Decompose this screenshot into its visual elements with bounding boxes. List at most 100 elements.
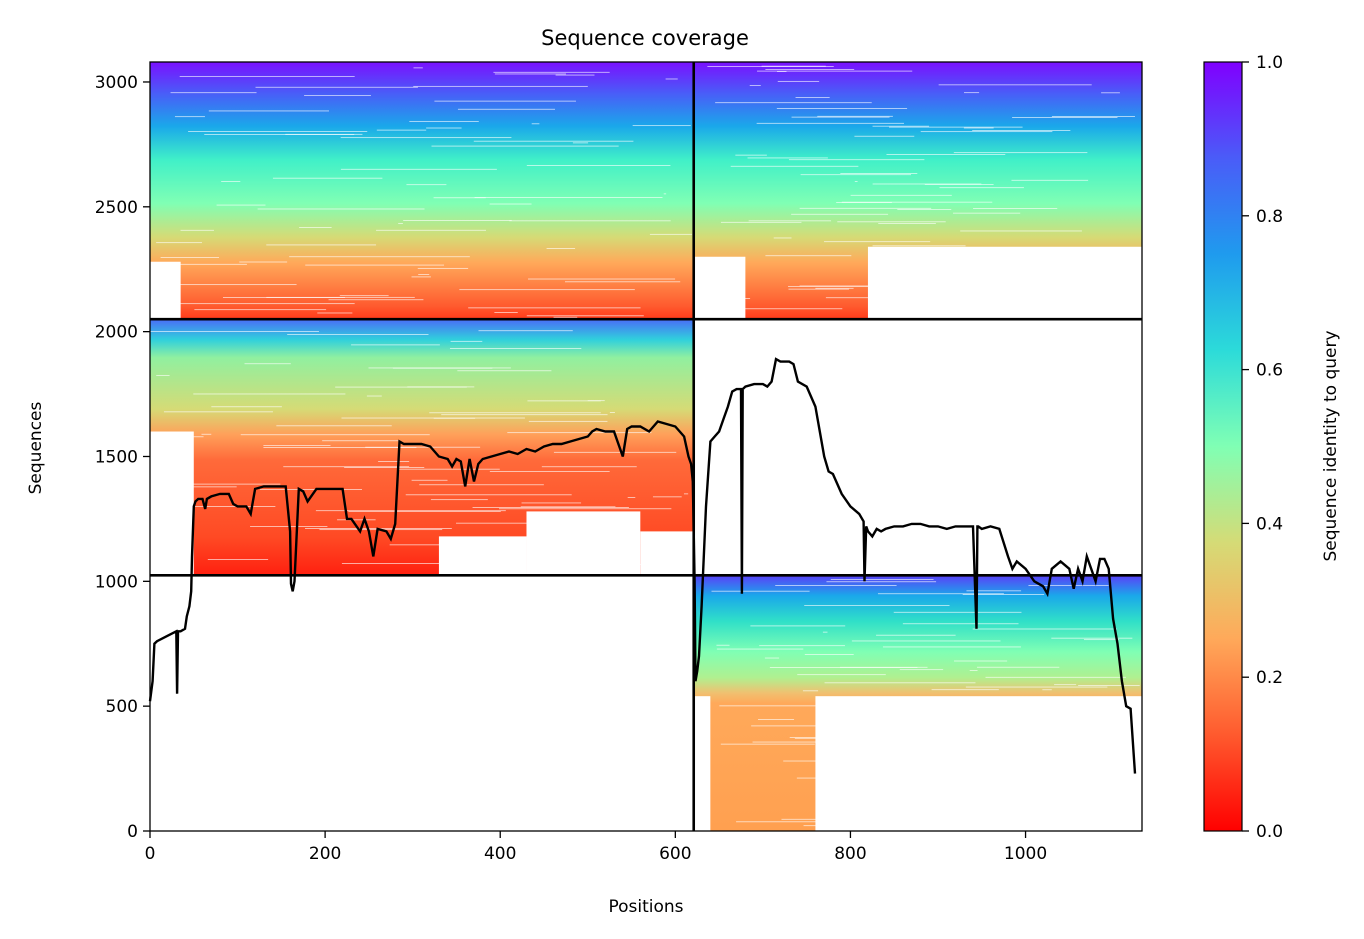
coverage-gap bbox=[179, 76, 355, 77]
colorbar-ticks: 0.0 0.2 0.4 0.6 0.8 1.0 bbox=[1242, 53, 1283, 842]
coverage-gap bbox=[777, 80, 820, 82]
uncovered-region bbox=[693, 319, 1142, 576]
coverage-gap bbox=[1028, 584, 1109, 586]
coverage-gap bbox=[553, 316, 578, 318]
uncovered-region bbox=[693, 696, 711, 831]
coverage-gap bbox=[180, 229, 214, 231]
coverage-gap bbox=[735, 154, 767, 156]
coverage-gap bbox=[791, 213, 889, 215]
coverage-gap bbox=[150, 331, 319, 332]
coverage-gap bbox=[1012, 117, 1118, 118]
coverage-gap bbox=[429, 412, 601, 414]
coverage-gap bbox=[747, 157, 828, 159]
coverage-gap bbox=[441, 414, 608, 416]
coverage-gap bbox=[854, 135, 915, 137]
uncovered-region bbox=[867, 246, 1142, 320]
coverage-gap bbox=[457, 108, 555, 110]
coverage-gap bbox=[411, 276, 431, 278]
coverage-gap bbox=[431, 145, 619, 147]
coverage-gap bbox=[920, 131, 1053, 133]
coverage-gap bbox=[426, 127, 462, 129]
coverage-gap bbox=[434, 100, 576, 102]
coverage-gap bbox=[750, 625, 846, 627]
uncovered-region bbox=[640, 531, 694, 576]
coverage-gap bbox=[966, 590, 1022, 592]
y-tick-label: 2500 bbox=[95, 198, 138, 218]
y-tick-label: 1000 bbox=[95, 572, 138, 592]
coverage-gap bbox=[572, 142, 589, 144]
coverage-gap bbox=[972, 130, 1071, 131]
uncovered-region bbox=[526, 511, 641, 576]
coverage-gap bbox=[405, 494, 572, 496]
coverage-gap bbox=[902, 623, 1019, 625]
x-tick-label: 600 bbox=[659, 844, 691, 864]
coverage-gap bbox=[841, 201, 993, 203]
coverage-gap bbox=[478, 330, 573, 332]
coverage-gap bbox=[418, 274, 430, 275]
coverage-gap bbox=[840, 173, 918, 174]
coverage-gap bbox=[741, 308, 843, 310]
coverage-gap bbox=[788, 159, 925, 161]
coverage-gap bbox=[765, 69, 855, 70]
y-axis: 0 500 1000 1500 2000 2500 3000 bbox=[95, 73, 150, 842]
coverage-gap bbox=[489, 203, 532, 205]
uncovered-region bbox=[150, 575, 694, 831]
coverage-gap bbox=[973, 208, 1058, 209]
coverage-gap bbox=[322, 440, 400, 442]
coverage-gap bbox=[188, 131, 368, 132]
coverage-gap bbox=[266, 296, 415, 298]
coverage-gap bbox=[683, 493, 689, 495]
coverage-gap bbox=[259, 489, 362, 490]
coverage-gap bbox=[173, 506, 276, 507]
coverage-gap bbox=[965, 686, 1108, 688]
coverage-gap bbox=[459, 289, 635, 291]
y-tick-label: 0 bbox=[127, 822, 138, 842]
coverage-gap bbox=[924, 184, 994, 185]
coverage-gap bbox=[194, 309, 327, 311]
coverage-gap bbox=[799, 207, 932, 209]
y-tick-label: 1500 bbox=[95, 447, 138, 467]
coverage-gap bbox=[166, 486, 237, 488]
coverage-gap bbox=[632, 125, 691, 127]
coverage-gap bbox=[175, 284, 297, 286]
coverage-gap bbox=[186, 483, 281, 485]
coverage-gap bbox=[824, 682, 976, 684]
coverage-gap bbox=[1051, 637, 1133, 639]
coverage-gap bbox=[156, 374, 170, 376]
uncovered-region bbox=[150, 261, 181, 320]
coverage-gap bbox=[795, 97, 830, 98]
coverage-gap bbox=[759, 645, 845, 647]
coverage-gap bbox=[365, 446, 481, 448]
coverage-gap bbox=[716, 648, 804, 650]
coverage-gap bbox=[897, 209, 952, 210]
coverage-gap bbox=[720, 743, 815, 745]
coverage-gap bbox=[456, 522, 572, 524]
coverage-gap bbox=[609, 412, 615, 413]
coverage-gap bbox=[341, 563, 451, 564]
coverage-gap bbox=[797, 674, 886, 676]
coverage-gap bbox=[553, 451, 677, 453]
coverage-gap bbox=[1083, 639, 1119, 641]
coverage-gap bbox=[208, 110, 330, 112]
coverage-gap bbox=[758, 719, 795, 720]
coverage-gap bbox=[960, 230, 1082, 232]
coverage-gap bbox=[765, 255, 852, 257]
coverage-gap bbox=[769, 667, 918, 668]
coverage-gap bbox=[931, 689, 999, 691]
coverage-gap bbox=[340, 168, 497, 170]
coverage-gap bbox=[815, 287, 854, 289]
coverage-gap bbox=[1078, 685, 1140, 687]
coverage-gap bbox=[756, 122, 904, 124]
y-tick-label: 3000 bbox=[95, 73, 138, 93]
coverage-gap bbox=[520, 506, 616, 508]
coverage-gap bbox=[773, 237, 792, 239]
coverage-gap bbox=[764, 657, 780, 659]
coverage-gap bbox=[939, 187, 1024, 189]
coverage-gap bbox=[366, 395, 382, 397]
coverage-gap bbox=[430, 499, 488, 501]
colorbar-tick-label: 0.8 bbox=[1256, 207, 1283, 227]
uncovered-region bbox=[693, 256, 746, 320]
coverage-gap bbox=[1054, 684, 1077, 686]
uncovered-region bbox=[150, 431, 194, 576]
